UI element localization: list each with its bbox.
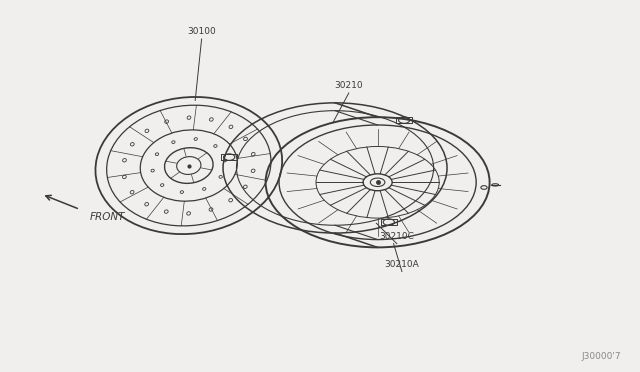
Text: J30000'7: J30000'7 <box>581 352 621 361</box>
Text: FRONT: FRONT <box>90 212 125 222</box>
Text: 30210A: 30210A <box>385 260 419 269</box>
Text: 30210C: 30210C <box>380 232 414 241</box>
Text: 30210: 30210 <box>335 81 363 90</box>
Text: 30100: 30100 <box>188 27 216 36</box>
